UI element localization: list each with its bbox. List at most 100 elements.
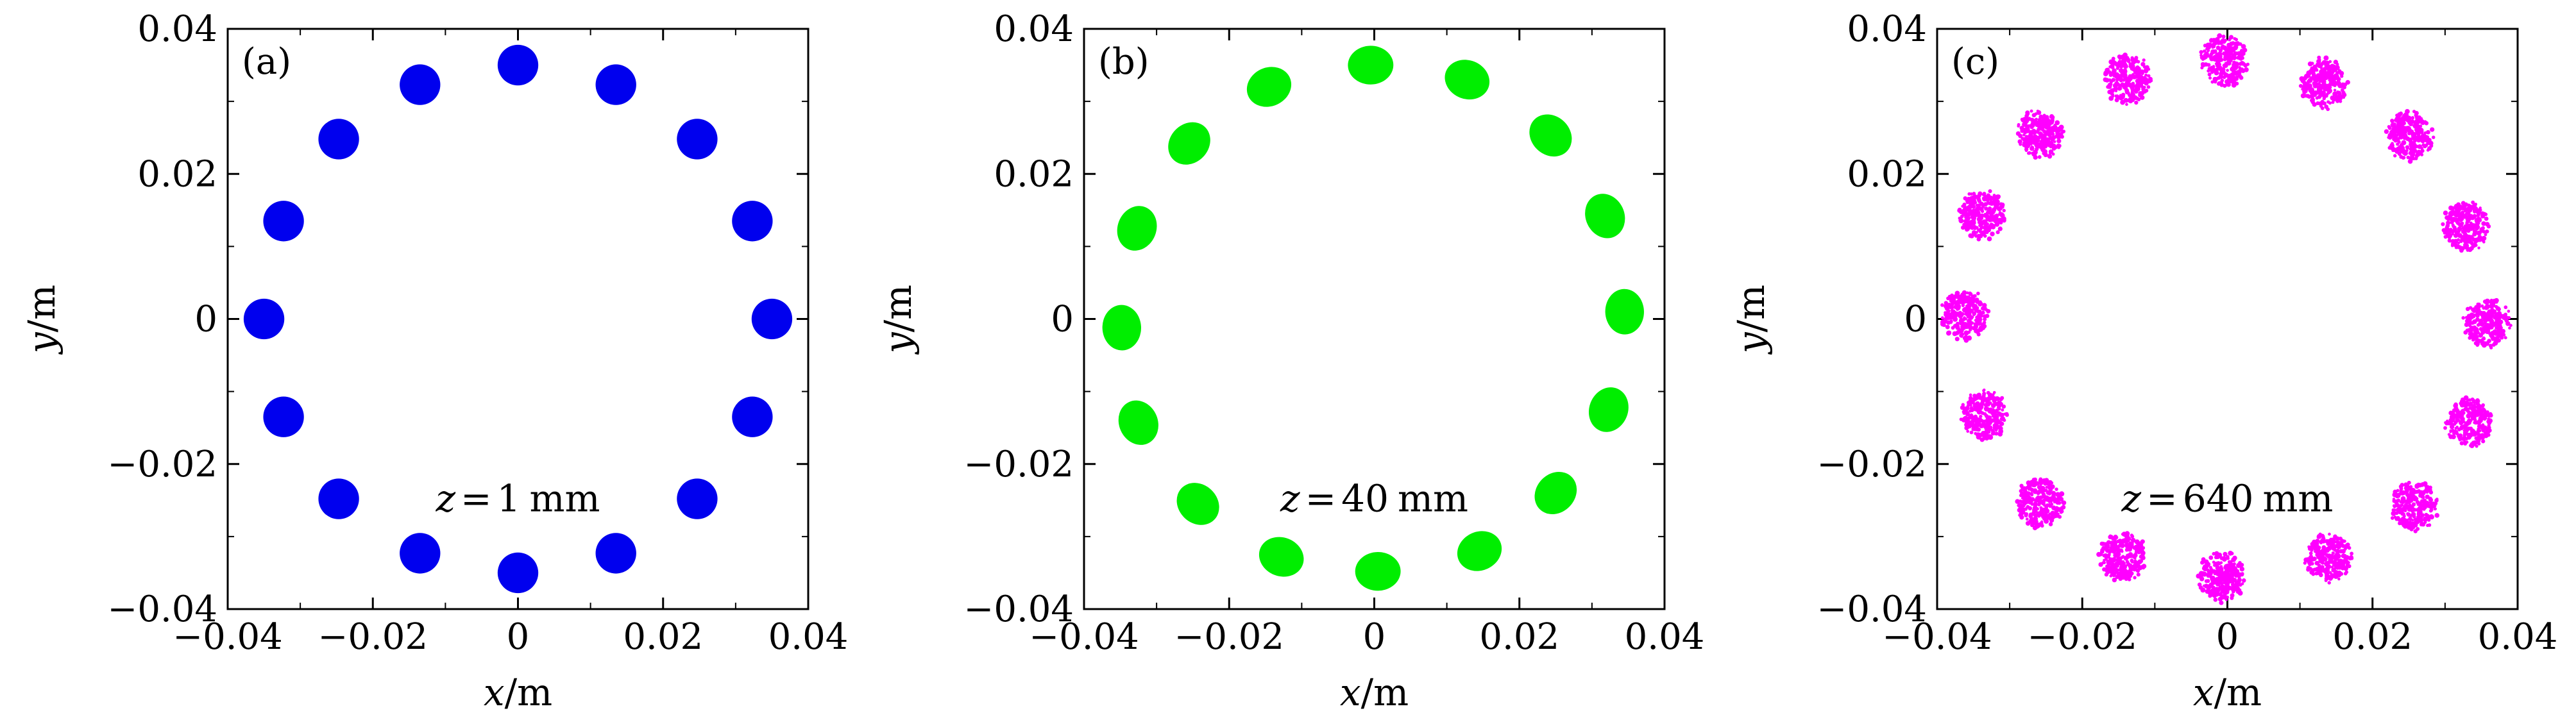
speckle [2103,546,2109,551]
speckle [2059,128,2063,132]
speckle [2457,241,2461,245]
speckle [2330,573,2335,578]
speckle [1967,416,1971,421]
speckle [2405,492,2410,497]
speckle [2109,574,2113,578]
speckle [2233,46,2238,51]
speckle [2206,561,2210,564]
speckle [2508,326,2511,330]
y-tick-label: 0 [194,299,217,340]
speckle [1997,206,2002,212]
speckle [1959,321,1964,326]
speckle [2404,489,2409,494]
x-tick-label: 0.02 [2332,616,2412,658]
speckle [1973,233,1977,237]
speckle [2130,94,2135,99]
speckle [2337,562,2340,565]
z-annotation: z = 640 mm [2121,476,2334,520]
speckle [2200,587,2206,593]
speckle [2477,331,2480,335]
speckle [2022,504,2025,508]
spot [1348,46,1394,85]
speckle [2480,425,2485,430]
speckle [1963,316,1966,319]
speckle [1984,433,1989,438]
speckle [2201,62,2206,68]
speckle [2393,489,2398,494]
speckle [2337,570,2343,576]
speckle [1963,219,1968,224]
speckle [1985,414,1989,419]
speckle [2473,421,2477,424]
speckle [1945,310,1950,316]
speckle [2239,566,2245,572]
speckle [2050,498,2054,501]
speckle [2467,234,2471,239]
speckle [2412,490,2417,495]
speckle [2219,72,2223,77]
speckle [2494,315,2498,319]
speckle [1994,206,1997,210]
speckle [2212,587,2215,590]
speckle [1994,222,2000,227]
speckle [2425,501,2430,505]
speckle [2428,498,2434,503]
x-tick-label: 0.02 [1479,616,1559,658]
speckle [1968,199,1974,205]
spot [595,64,636,105]
speckle [2475,411,2480,416]
speckle [2322,67,2327,72]
x-tick-label: 0.04 [1625,616,1705,658]
speckle [2306,70,2311,76]
speckle [2019,499,2022,503]
speckle [2342,96,2346,99]
z-annotation-value: 1 [497,476,521,520]
speckle [2149,79,2153,83]
speckle [2317,94,2322,99]
speckle [2101,541,2106,546]
y-tick-label: 0.02 [1847,153,1927,195]
x-tick-label: 0.02 [623,616,703,658]
speckle [2238,561,2242,565]
speckle [2212,594,2217,598]
speckle [1991,200,1996,205]
spot [2096,531,2147,583]
speckle [1955,321,1960,326]
x-tick-label: 0 [507,616,530,658]
speckle [2226,586,2230,590]
speckle [2207,67,2211,71]
speckle [2461,408,2465,412]
speckle [2481,221,2486,226]
speckle [1964,426,1969,430]
speckle [2325,539,2329,543]
speckle [2017,123,2021,126]
speckle [2477,218,2482,222]
speckle [2102,567,2106,572]
speckle [2307,545,2310,549]
speckle [2213,598,2218,602]
speckle [2414,497,2419,501]
speckle [2462,203,2467,209]
speckle [2026,112,2030,116]
speckle [1967,192,1971,196]
speckle [2202,49,2207,53]
speckle [2318,540,2323,544]
speckle [2031,478,2036,481]
speckle [2468,433,2473,437]
x-axis-title: x/m [484,671,552,714]
speckle [2472,320,2477,324]
speckle [2125,57,2130,62]
speckle [2125,103,2128,106]
spot [2103,52,2153,106]
speckle [2477,424,2481,428]
speckle [1992,418,1996,423]
speckle [2469,406,2472,410]
speckle [2118,56,2122,60]
speckle [2204,564,2208,567]
speckle [2476,304,2481,309]
speckle [2462,431,2467,435]
speckle [2115,75,2119,78]
speckle [2137,79,2142,83]
speckle [2103,553,2108,558]
speckle [2462,242,2468,247]
